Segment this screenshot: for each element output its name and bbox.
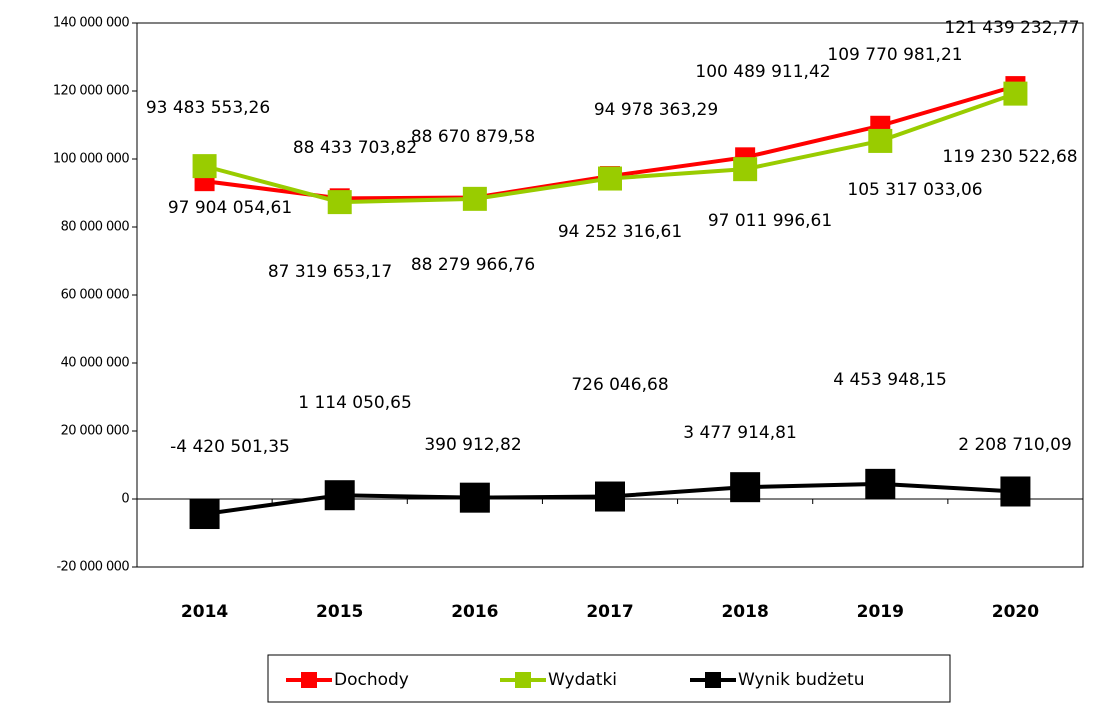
marker [324,480,355,511]
y-tick-label: 100 000 000 [53,152,129,167]
marker [1000,476,1031,507]
legend-marker [705,672,721,688]
data-label: 88 433 703,82 [293,138,417,158]
data-label: 88 279 966,76 [411,255,535,275]
data-label: 3 477 914,81 [683,423,797,443]
data-label: 97 904 054,61 [168,198,292,218]
y-tick-label: 80 000 000 [61,220,130,235]
legend-label: Wydatki [548,670,617,690]
legend-label: Wynik budżetu [738,670,865,690]
marker [730,472,761,503]
y-tick-label: 0 [121,492,129,507]
x-tick-label: 2018 [721,602,768,622]
data-label: 1 114 050,65 [298,393,412,413]
data-label: 390 912,82 [424,435,521,455]
y-tick-label: -20 000 000 [56,560,129,575]
x-tick-label: 2015 [316,602,363,622]
marker [459,482,490,513]
x-tick-label: 2019 [857,602,904,622]
data-label: 2 208 710,09 [958,435,1072,455]
data-label: 100 489 911,42 [695,62,830,82]
data-label: 109 770 981,21 [827,45,962,65]
data-label: 94 252 316,61 [558,222,682,242]
marker [595,481,625,512]
marker [462,186,487,211]
y-tick-label: 20 000 000 [61,424,130,439]
legend-label: Dochody [334,670,409,690]
data-label: 105 317 033,06 [847,180,982,200]
marker [327,190,352,215]
data-label: 121 439 232,77 [944,18,1079,38]
data-label: 119 230 522,68 [942,147,1077,167]
marker [598,166,622,191]
data-label: 97 011 996,61 [708,211,832,231]
marker [733,157,758,182]
marker [1003,81,1028,106]
y-tick-label: 60 000 000 [61,288,130,303]
marker [868,128,893,153]
y-tick-label: 120 000 000 [53,84,129,99]
data-label: 87 319 653,17 [268,262,392,282]
y-tick-label: 40 000 000 [61,356,130,371]
marker [192,154,217,179]
x-tick-label: 2017 [586,602,633,622]
x-tick-label: 2016 [451,602,498,622]
marker [189,499,220,530]
data-label: -4 420 501,35 [170,437,290,457]
marker [865,468,896,499]
y-tick-label: 140 000 000 [53,16,129,31]
data-label: 4 453 948,15 [833,370,947,390]
data-label: 88 670 879,58 [411,127,535,147]
x-tick-label: 2014 [181,602,228,622]
x-tick-label: 2020 [992,602,1039,622]
legend-marker [515,672,531,688]
data-label: 93 483 553,26 [146,98,270,118]
legend-marker [301,672,317,688]
data-label: 726 046,68 [571,375,668,395]
data-label: 94 978 363,29 [594,100,718,120]
legend-box [267,654,951,703]
